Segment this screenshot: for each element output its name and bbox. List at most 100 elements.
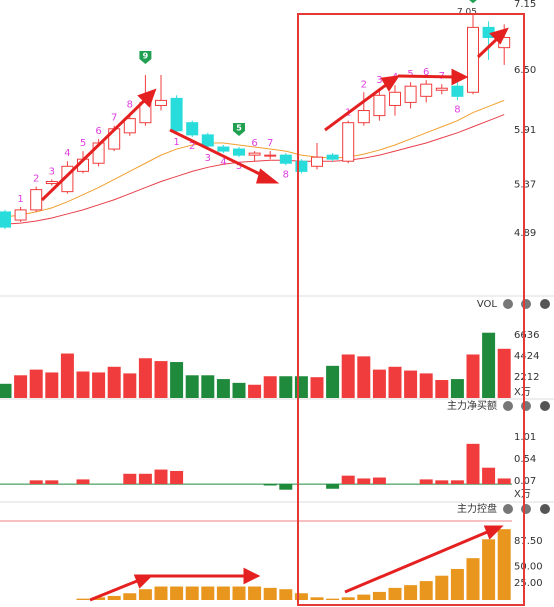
bar [92, 597, 106, 600]
bar [310, 377, 324, 398]
sequence-label: 8 [283, 169, 289, 180]
candle-body [264, 154, 277, 157]
sequence-label: 6 [423, 67, 429, 78]
bar [388, 587, 402, 600]
badge-label: 9 [143, 52, 149, 61]
candle-body [389, 91, 401, 106]
y-tick-label: 1.01 [514, 432, 536, 443]
panel-icon[interactable] [521, 401, 531, 411]
bar [279, 376, 293, 398]
bar [357, 478, 371, 485]
bar [263, 376, 277, 398]
bar [435, 380, 449, 398]
badge [469, 0, 477, 4]
sequence-label: 8 [127, 100, 133, 111]
bar [357, 594, 371, 600]
panel-title: 主力净买额 [447, 399, 497, 412]
sequence-label: 2 [189, 141, 195, 152]
y-tick-label: 25.00 [514, 578, 543, 589]
badge [233, 123, 245, 137]
y-tick-label: 87.50 [514, 536, 543, 547]
candle-body [217, 146, 230, 152]
panel-icon[interactable] [521, 299, 531, 309]
bar [45, 372, 59, 398]
bar [372, 591, 386, 600]
y-tick-label: 7.15 [514, 0, 536, 10]
bar [216, 379, 230, 398]
panel-icon[interactable] [540, 299, 550, 309]
y-tick-label: 50.00 [514, 561, 543, 572]
bar [60, 353, 74, 398]
bar [248, 586, 262, 600]
y-tick-label: 0.54 [514, 454, 536, 465]
bar [123, 593, 137, 600]
bar [466, 558, 480, 600]
sequence-label: 8 [454, 104, 460, 115]
badge-label: 5 [236, 124, 242, 133]
bar [419, 373, 433, 398]
candle-body [0, 211, 11, 228]
bar [310, 597, 324, 600]
bar [372, 369, 386, 398]
sequence-label: 3 [205, 153, 211, 164]
panel-icon[interactable] [521, 504, 531, 514]
sequence-label: 1 [173, 137, 179, 148]
bar [123, 473, 137, 485]
sequence-label: 6 [95, 126, 101, 137]
y-tick-label: 5.37 [514, 180, 536, 191]
bar [123, 373, 137, 398]
bar [294, 376, 308, 398]
bar [263, 484, 277, 486]
candle-body [373, 94, 386, 117]
bar [466, 443, 480, 485]
panel-icon[interactable] [503, 401, 513, 411]
y-tick-label: 6.50 [514, 65, 536, 76]
bar [76, 479, 90, 485]
bar [76, 371, 90, 398]
bar [76, 598, 90, 600]
highlight-box [297, 13, 525, 606]
candle-body [14, 209, 27, 221]
sequence-label: 6 [251, 138, 257, 149]
bar [341, 597, 355, 600]
bar [341, 354, 355, 398]
bar [185, 375, 199, 398]
sequence-label: 3 [49, 166, 55, 177]
sequence-label: 5 [236, 161, 242, 172]
bar [419, 479, 433, 485]
bar [404, 370, 418, 398]
bar [232, 382, 246, 398]
bar [154, 361, 168, 398]
bar [326, 598, 340, 600]
candle-body [155, 99, 167, 106]
panel-title: VOL [477, 299, 498, 310]
badge [139, 51, 152, 65]
candle-body [420, 83, 433, 97]
panel-icon[interactable] [540, 401, 550, 411]
bar [138, 473, 152, 485]
bar [404, 585, 418, 600]
candle-body [186, 122, 199, 136]
bar [435, 575, 449, 600]
bar [138, 358, 152, 398]
bar [92, 372, 106, 398]
bar [170, 470, 184, 485]
candle-body [451, 85, 464, 97]
panel-frames [0, 295, 554, 522]
y-tick-label: 2212 [514, 372, 539, 383]
bar [107, 595, 121, 600]
y-tick-label: 4424 [514, 351, 539, 362]
sequence-label: 4 [64, 148, 70, 159]
candle-body [467, 26, 479, 93]
bar [0, 383, 12, 398]
high-label: 7.05 [457, 8, 477, 18]
panel-icon[interactable] [503, 504, 513, 514]
panel-icon[interactable] [503, 299, 513, 309]
candle-body [201, 134, 214, 147]
bar [357, 356, 371, 398]
panel-icon[interactable] [540, 504, 550, 514]
bar [170, 586, 184, 600]
bar [497, 478, 511, 485]
bar [201, 375, 215, 398]
